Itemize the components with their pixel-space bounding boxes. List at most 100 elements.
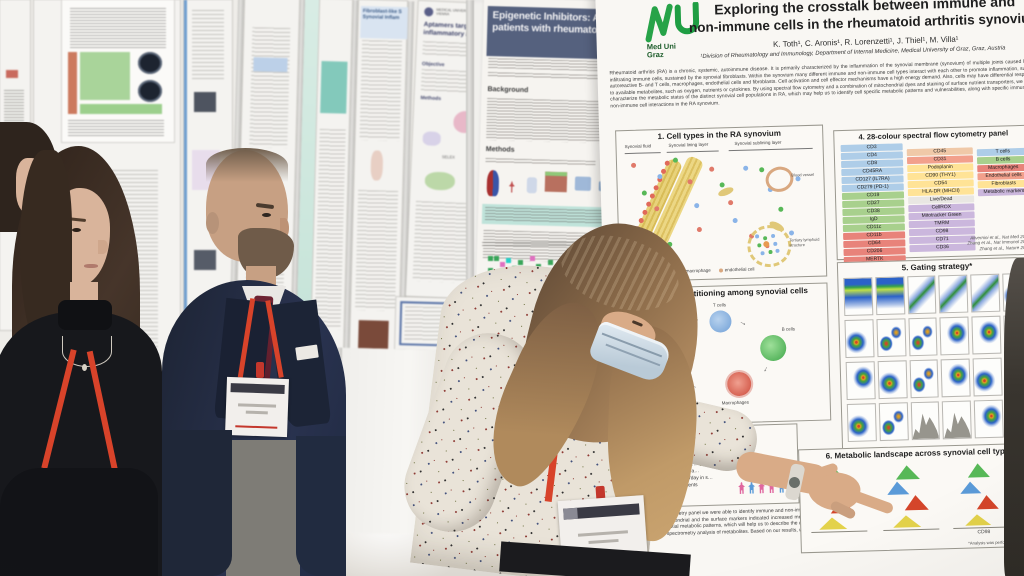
body-silhouette-figure xyxy=(370,150,384,181)
flow-plot xyxy=(876,318,907,358)
section6-axis-label: CD98 xyxy=(977,529,991,536)
legend-dot xyxy=(718,267,723,273)
bracket xyxy=(666,147,719,153)
section4-panel-box: 4. 28-colour spectral flow cytometry pan… xyxy=(833,124,1024,265)
poster-red-column xyxy=(68,52,77,114)
badge-name-bar xyxy=(238,403,277,408)
poster-text-blur xyxy=(314,128,346,330)
panel-legend-column: T cells B cells Macrophages Endothelial cel… xyxy=(976,147,1024,197)
poster-text-blur xyxy=(68,120,164,136)
attendee-man-hair xyxy=(206,148,288,182)
bracket xyxy=(624,149,661,155)
flow-plot xyxy=(974,399,1004,439)
label-blood-vessel: Blood vessel xyxy=(791,171,815,178)
poster-text-blur xyxy=(192,10,224,80)
attendee-man-badge xyxy=(225,376,289,438)
med-uni-graz-logo-icon xyxy=(645,1,700,43)
gating-plot-grid xyxy=(843,272,1024,446)
attendee-woman-lips xyxy=(84,264,98,268)
well-plate-icon xyxy=(544,171,568,193)
fibroblast-poster-title: Fibroblast-like S Synovial Inflam xyxy=(360,6,409,40)
flow-plot xyxy=(875,276,905,316)
arrow: → xyxy=(761,364,773,376)
poster-green-table xyxy=(80,52,130,100)
badge-role-bar xyxy=(588,538,619,545)
board-frame xyxy=(466,0,474,470)
panel-column-1: CD3 CD4 CD8 CD45RA CD127 (IL7RA) CD279 (PD-1)… xyxy=(840,143,906,265)
badge-name-bar xyxy=(577,530,629,537)
label-synovial-fluid: Synovial fluid xyxy=(624,143,652,150)
tls-cells xyxy=(755,234,760,239)
legend-label: macrophage xyxy=(685,267,711,274)
section5-title: 5. Gating strategy* xyxy=(901,261,973,273)
person-icon xyxy=(748,482,755,494)
tube-icon xyxy=(526,177,538,194)
macrophage-circle xyxy=(726,371,752,397)
poster-text-blur xyxy=(249,27,291,149)
flow-plot xyxy=(877,360,908,400)
panel-marker: CD36 xyxy=(909,243,976,253)
flow-plot xyxy=(939,316,970,356)
instrument-icon xyxy=(574,176,592,191)
legend-label: endothelial cell xyxy=(724,266,755,273)
suit-jacket-flap xyxy=(162,430,232,576)
right-edge-person-sliver xyxy=(1004,258,1024,576)
aptamer-figure xyxy=(422,131,442,147)
epigenetic-background-heading: Background xyxy=(487,85,529,95)
flow-plot xyxy=(878,402,909,442)
panel-references: Alivernini et al., Nat Med 2020 Zhang et … xyxy=(967,233,1024,251)
poster-text-blur xyxy=(359,40,403,142)
flow-plot xyxy=(909,359,940,399)
label-t-cells: T cells xyxy=(712,302,726,308)
section1-title: 1. Cell types in the RA synovium xyxy=(657,128,781,142)
b-cell-circle xyxy=(759,334,787,362)
attendee-woman-eye xyxy=(72,228,81,232)
vienna-methods-heading: Methods xyxy=(420,95,442,102)
poster-figure xyxy=(6,70,18,78)
patient-body-icon xyxy=(486,170,500,197)
grayscale-figure xyxy=(194,92,216,112)
label-macrophages: Macrophages xyxy=(721,399,750,406)
poster-figure xyxy=(253,57,288,73)
figure-caption-blur xyxy=(482,242,582,246)
poster-green-band xyxy=(80,104,162,114)
epigenetic-methods-heading: Methods xyxy=(485,145,515,154)
legend-item: endothelial cell xyxy=(718,266,755,273)
selex-label: SELEX xyxy=(441,154,455,160)
panel-legend-item: Metabolic markers xyxy=(977,187,1024,197)
ct-scan-image xyxy=(138,80,162,102)
panel-legend-item: Fibroblasts xyxy=(977,179,1024,189)
flow-plot xyxy=(906,275,937,315)
flow-plot xyxy=(970,273,1001,313)
vienna-objective-heading: Objective xyxy=(421,61,445,69)
section6-title: 6. Metabolic landscape across synovial c… xyxy=(825,446,1017,461)
person-icon xyxy=(738,482,745,494)
ct-scan-image xyxy=(138,52,162,74)
aptamer-figure-green xyxy=(424,171,456,191)
flow-plot xyxy=(845,361,876,400)
poster-intro-text: Rheumatoid arthritis (RA) is a chronic, … xyxy=(609,58,1024,109)
attendee-man-ear xyxy=(206,212,219,234)
poster-blue-edge xyxy=(184,0,187,445)
label-tls: Tertiary lymphoid structure xyxy=(789,236,820,248)
attendee-man-eye xyxy=(262,213,271,217)
panel-legend-item: B cells xyxy=(976,155,1024,165)
panel-legend-item: T cells xyxy=(976,147,1024,157)
flow-plot xyxy=(941,358,971,398)
section4-title: 4. 28-colour spectral flow cytometry pan… xyxy=(858,128,1009,142)
attendee-woman-nose xyxy=(98,240,108,254)
badge-red-line xyxy=(235,425,278,429)
teal-abstract-box xyxy=(320,61,348,114)
attendee-woman-crossed-arms xyxy=(0,468,158,576)
badge-role-bar xyxy=(245,410,268,415)
scattered-cells xyxy=(630,162,637,168)
t-cell-circle xyxy=(709,310,732,333)
panel-legend-item: Macrophages xyxy=(977,163,1024,173)
sublining-fibroblast xyxy=(717,185,735,198)
university-seal-icon xyxy=(424,7,434,17)
histology-image xyxy=(358,320,389,349)
flow-plot xyxy=(908,317,938,357)
flow-plot xyxy=(844,319,875,359)
panel-legend-item: Endothelial cells xyxy=(977,171,1024,181)
